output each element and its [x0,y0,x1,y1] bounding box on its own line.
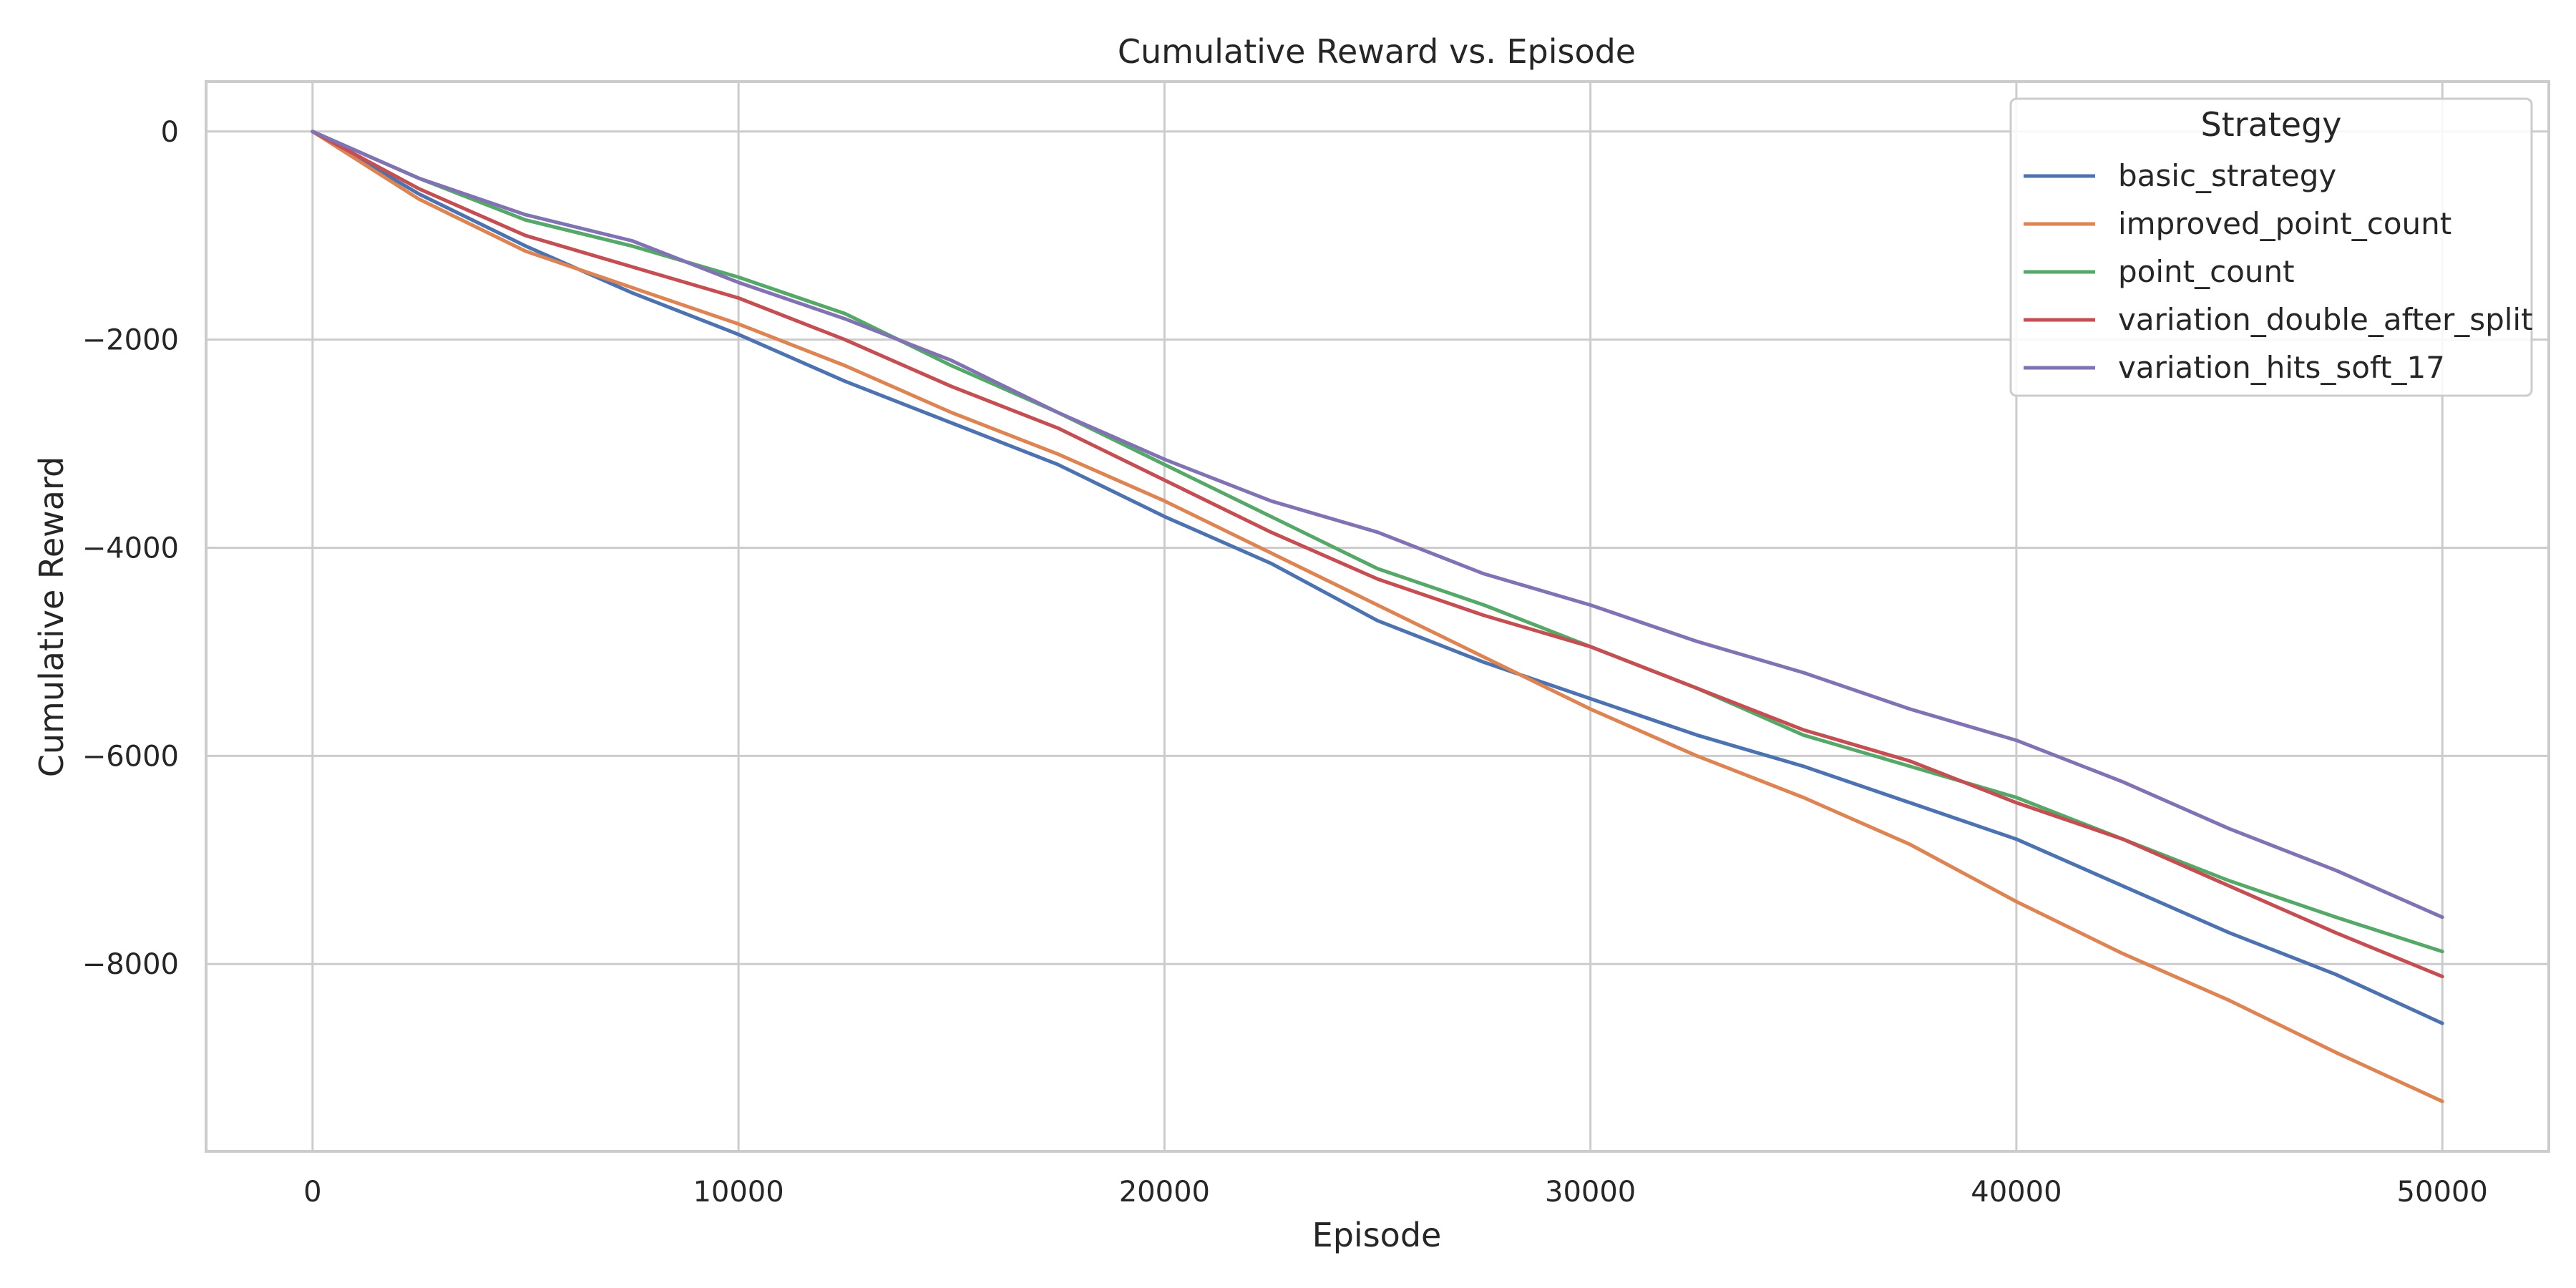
legend-title: Strategy [2200,105,2341,144]
y-tick-label: 0 [161,116,179,149]
chart-title: Cumulative Reward vs. Episode [1118,32,1636,71]
x-tick-label: 0 [303,1176,321,1209]
y-tick-labels: 0 −2000 −4000 −6000 −8000 [82,116,179,981]
x-tick-label: 20000 [1119,1176,1210,1209]
legend-label: basic_strategy [2118,158,2336,193]
series-lines [311,130,2444,1103]
plot-frame [205,80,2550,1153]
legend-label: variation_hits_soft_17 [2118,350,2445,385]
x-tick-label: 30000 [1545,1176,1636,1209]
legend-items: basic_strategy improved_point_count point_… [2024,158,2533,385]
x-tick-label: 40000 [1971,1176,2062,1209]
x-tick-labels: 0 10000 20000 30000 40000 50000 [303,1176,2488,1209]
legend-label: improved_point_count [2118,206,2451,241]
legend-label: point_count [2118,254,2295,289]
y-tick-label: −2000 [82,324,179,357]
series-line-variation-hits-soft-17 [311,130,2444,919]
legend-box [2009,97,2533,397]
y-tick-label: −8000 [82,948,179,981]
y-tick-label: −4000 [82,532,179,565]
series-line-improved-point-count [311,130,2444,1103]
x-tick-label: 50000 [2397,1176,2488,1209]
y-axis-title: Cumulative Reward [32,457,71,777]
legend-label: variation_double_after_split [2118,302,2533,337]
series-line-variation-double-after-split [311,130,2444,979]
y-tick-label: −6000 [82,740,179,773]
x-tick-label: 10000 [693,1176,784,1209]
x-axis-title: Episode [1312,1216,1442,1254]
legend: Strategy basic_strategy improved_point_co… [2009,97,2533,397]
series-line-basic-strategy [311,130,2444,1025]
